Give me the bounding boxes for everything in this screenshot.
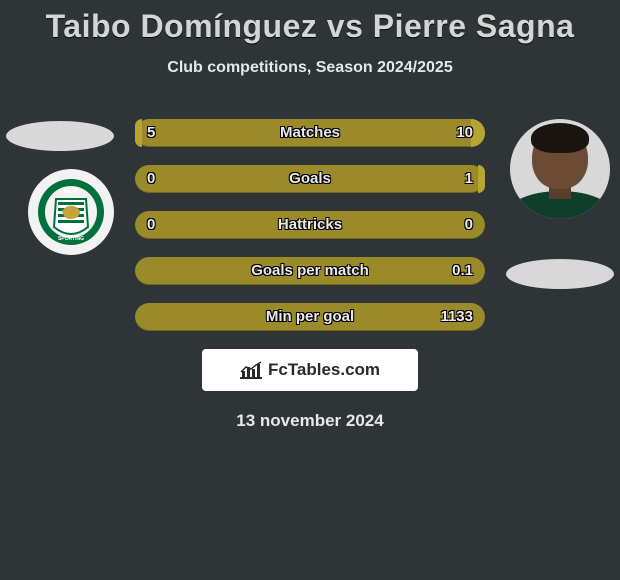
player-left-photo-placeholder — [6, 121, 114, 151]
bar-label: Hattricks — [135, 211, 485, 239]
bar-row: 0.1Goals per match — [135, 257, 485, 285]
bar-label: Min per goal — [135, 303, 485, 331]
bar-row: 1133Min per goal — [135, 303, 485, 331]
bar-chart-icon — [240, 361, 262, 379]
bar-row: 00Hattricks — [135, 211, 485, 239]
player-left-club-badge: SCP SPORTING — [28, 169, 114, 255]
bar-label: Matches — [135, 119, 485, 147]
svg-text:SCP: SCP — [64, 188, 79, 195]
bar-label: Goals per match — [135, 257, 485, 285]
player-right-club-placeholder — [506, 259, 614, 289]
page-title: Taibo Domínguez vs Pierre Sagna — [0, 0, 620, 45]
bars-container: 510Matches 01Goals 00Hattricks 0.1Goals per… — [135, 119, 485, 349]
branding-badge: FcTables.com — [202, 349, 418, 391]
svg-text:SPORTING: SPORTING — [58, 236, 84, 242]
player-right-photo — [510, 119, 610, 219]
subtitle: Club competitions, Season 2024/2025 — [0, 59, 620, 77]
bar-label: Goals — [135, 165, 485, 193]
bar-row: 510Matches — [135, 119, 485, 147]
bar-row: 01Goals — [135, 165, 485, 193]
date-text: 13 november 2024 — [0, 411, 620, 431]
branding-text: FcTables.com — [268, 360, 380, 380]
sporting-cp-icon: SCP SPORTING — [36, 177, 106, 247]
